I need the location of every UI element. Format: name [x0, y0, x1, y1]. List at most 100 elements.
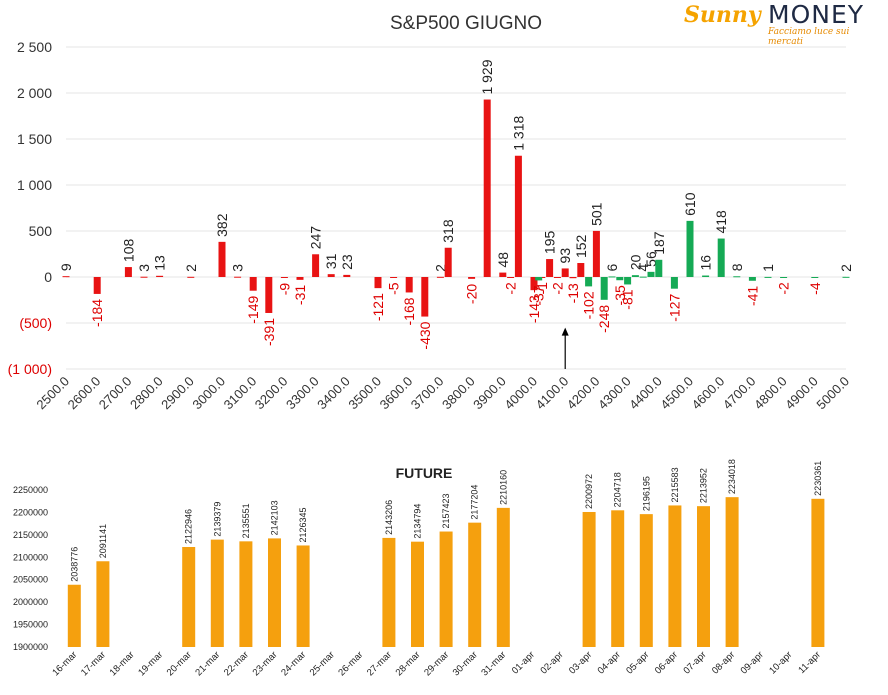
x-tick-label: 4800.0 [751, 374, 790, 413]
future-chart-title: FUTURE [396, 465, 453, 481]
x-tick-label: 28-mar [394, 649, 423, 678]
x-tick-label: 29-mar [422, 649, 451, 678]
data-label: 382 [214, 213, 230, 237]
data-label: -2 [776, 282, 792, 295]
data-label: 2 [183, 264, 199, 272]
bar [499, 272, 507, 277]
data-label: 2157423 [441, 493, 451, 528]
data-label: 2177204 [470, 485, 480, 520]
x-tick-label: 02-apr [538, 649, 565, 676]
bar [631, 275, 639, 277]
data-label: -102 [581, 291, 597, 319]
data-label: 2200972 [584, 474, 594, 509]
bar [265, 277, 273, 313]
x-tick-label: 19-mar [136, 649, 165, 678]
bar [668, 505, 682, 647]
data-label: -2 [549, 282, 565, 295]
data-label: -248 [596, 305, 612, 333]
data-label: 48 [495, 252, 511, 268]
data-label: 2215583 [670, 467, 680, 502]
bar [327, 274, 335, 277]
data-label: 1 929 [479, 59, 495, 94]
data-label: 501 [588, 202, 604, 226]
y-tick-label: 500 [29, 223, 53, 239]
bar [218, 241, 226, 277]
bar [67, 584, 81, 647]
bar [535, 277, 543, 281]
bar [93, 277, 101, 294]
x-tick-label: 26-mar [336, 649, 365, 678]
bar [600, 277, 608, 300]
y-tick-label: (1 000) [8, 361, 52, 377]
bar [411, 541, 424, 647]
data-label: 418 [713, 210, 729, 234]
bar [697, 506, 710, 647]
data-label: 56 [643, 251, 659, 267]
x-tick-label: 3200.0 [252, 374, 291, 413]
data-label: 13 [152, 255, 168, 271]
y-tick-label: 2250000 [13, 485, 48, 495]
x-tick-label: 5000.0 [813, 374, 852, 413]
data-label: 195 [542, 230, 558, 254]
data-label: 93 [557, 248, 573, 264]
x-tick-label: 03-apr [567, 649, 594, 676]
bar [140, 276, 148, 278]
bar [296, 545, 310, 647]
y-tick-label: 1950000 [13, 620, 48, 630]
data-label: 2135551 [241, 503, 251, 538]
data-label: -5 [386, 282, 402, 295]
bar [62, 276, 70, 278]
data-label: 6 [604, 263, 620, 271]
data-label: 2230361 [813, 461, 823, 496]
bar [585, 277, 593, 287]
bar [639, 276, 647, 278]
x-tick-label: 20-mar [165, 649, 194, 678]
data-label: -81 [620, 289, 636, 309]
data-label: 1 [760, 264, 776, 272]
data-label: 2139379 [212, 502, 222, 537]
x-tick-label: 2800.0 [127, 374, 166, 413]
data-label: 2142103 [270, 500, 280, 535]
data-label: 2 [432, 264, 448, 272]
bar [611, 510, 625, 647]
bar [592, 230, 600, 277]
x-tick-label: 24-mar [279, 649, 308, 678]
logo-sunny-text: Sunny [684, 2, 761, 28]
data-label: -391 [261, 318, 277, 346]
bar [655, 259, 663, 277]
data-label: 2196195 [641, 476, 651, 511]
x-tick-label: 10-apr [767, 649, 794, 676]
bar [639, 514, 653, 647]
x-tick-label: 4000.0 [501, 374, 540, 413]
data-label: 318 [440, 219, 456, 243]
data-label: -13 [565, 283, 581, 303]
data-label: 8 [729, 263, 745, 271]
brand-logo: Sunny MONEY Facciamo luce sui mercati [684, 0, 884, 47]
x-tick-label: 21-mar [193, 649, 222, 678]
x-tick-label: 4200.0 [564, 374, 603, 413]
bar [582, 511, 596, 647]
bar [390, 277, 398, 278]
data-label: 2204718 [613, 472, 623, 507]
x-tick-label: 4400.0 [626, 374, 665, 413]
bar [96, 561, 110, 647]
x-tick-label: 4900.0 [782, 374, 821, 413]
bar [546, 259, 554, 277]
x-tick-label: 2500.0 [33, 374, 72, 413]
data-label: -4 [807, 282, 823, 295]
bar [624, 277, 632, 285]
x-tick-label: 2700.0 [96, 374, 135, 413]
y-tick-label: 2100000 [13, 552, 48, 562]
x-tick-label: 2900.0 [158, 374, 197, 413]
bar [124, 267, 132, 277]
bar [507, 277, 515, 278]
x-tick-label: 3500.0 [345, 374, 384, 413]
bar [249, 277, 257, 291]
x-tick-label: 3900.0 [470, 374, 509, 413]
bar [811, 498, 825, 647]
y-tick-label: 2 000 [17, 85, 52, 101]
x-tick-label: 07-apr [681, 649, 708, 676]
y-tick-label: 2000000 [13, 597, 48, 607]
x-tick-label: 11-apr [796, 649, 823, 676]
data-label: 152 [573, 234, 589, 258]
